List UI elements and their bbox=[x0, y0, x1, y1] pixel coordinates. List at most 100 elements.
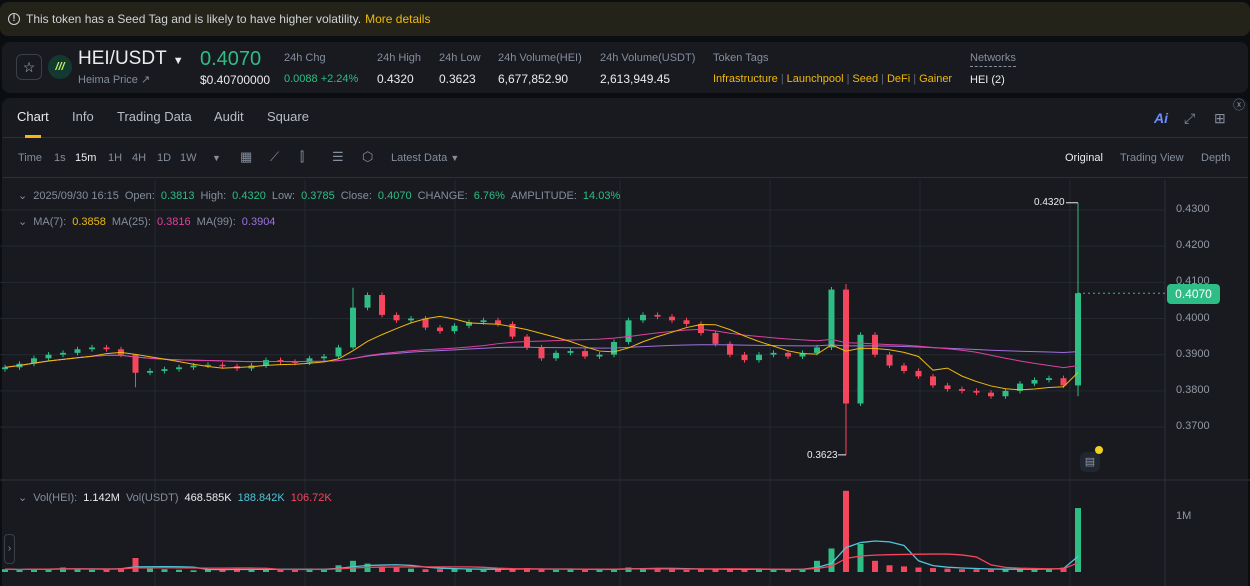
candle-body bbox=[1002, 390, 1009, 397]
latest-data-dropdown[interactable]: Latest Data ▼ bbox=[391, 152, 459, 164]
view-original[interactable]: Original bbox=[1065, 152, 1103, 164]
candle-date: 2025/09/30 16:15 bbox=[33, 190, 119, 202]
interval-15m[interactable]: 15m bbox=[75, 152, 97, 164]
calendar-icon[interactable]: ▦ bbox=[240, 149, 253, 164]
candle-body bbox=[944, 385, 951, 390]
change-value: 6.76% bbox=[473, 190, 505, 202]
volume-bar bbox=[45, 569, 52, 572]
expand-icon[interactable]: ⤢ bbox=[1184, 110, 1196, 126]
stat-label: 24h Low bbox=[439, 52, 481, 64]
volume-bar bbox=[103, 569, 110, 572]
candle-body bbox=[2, 367, 8, 370]
candle-body bbox=[451, 325, 458, 332]
volume-bar bbox=[219, 569, 226, 572]
vol-hei-value: 1.142M bbox=[83, 492, 120, 504]
tag-seed[interactable]: Seed bbox=[852, 73, 879, 85]
tab-chart[interactable]: Chart bbox=[17, 109, 49, 138]
candle-body bbox=[988, 392, 994, 397]
interval-1h[interactable]: 1H bbox=[108, 152, 123, 164]
candle-body bbox=[321, 356, 327, 359]
close-icon[interactable]: ⓧ bbox=[1233, 98, 1246, 112]
candle-body bbox=[872, 334, 878, 355]
volume-bar bbox=[408, 568, 414, 572]
interval-time[interactable]: Time bbox=[18, 152, 43, 164]
caret-down-icon: ▼ bbox=[450, 153, 460, 163]
tag-launchpool[interactable]: Launchpool bbox=[786, 73, 844, 85]
tag-infrastructure[interactable]: Infrastructure bbox=[713, 73, 778, 85]
candle-body bbox=[698, 323, 704, 333]
tab-trading-data[interactable]: Trading Data bbox=[117, 109, 192, 124]
volume-bar bbox=[959, 569, 965, 572]
volume-bar bbox=[901, 566, 907, 572]
candle-body bbox=[654, 314, 661, 317]
candle-body bbox=[277, 360, 284, 362]
stat-label: 24h High bbox=[377, 52, 422, 64]
interval-1w[interactable]: 1W bbox=[180, 152, 197, 164]
view-trading-view[interactable]: Trading View bbox=[1120, 152, 1184, 164]
volume-bar bbox=[60, 567, 66, 572]
favorite-star-icon[interactable]: ☆ bbox=[16, 54, 42, 80]
candle-body bbox=[45, 354, 52, 359]
pair-selector[interactable]: HEI/USDT ▼ bbox=[78, 48, 184, 70]
pair-name: HEI/USDT bbox=[78, 48, 167, 69]
volume-bar bbox=[2, 569, 8, 572]
expand-sidebar-handle[interactable]: › bbox=[4, 534, 15, 564]
volume-bar bbox=[1002, 569, 1009, 572]
candle-body bbox=[60, 352, 66, 355]
candle-body bbox=[132, 354, 139, 373]
indicator-chart-icon[interactable]: ⟋ bbox=[270, 149, 280, 164]
token-tags: Infrastructure | Launchpool | Seed | DeFi | Gain… bbox=[713, 73, 953, 85]
candle-body bbox=[625, 320, 632, 343]
candle-body bbox=[973, 390, 980, 393]
tab-audit[interactable]: Audit bbox=[214, 109, 244, 124]
volume-bar bbox=[277, 569, 284, 572]
candle-body bbox=[263, 360, 269, 366]
tag-defi[interactable]: DeFi bbox=[886, 73, 911, 85]
candle-body bbox=[205, 364, 211, 366]
view-depth[interactable]: Depth bbox=[1201, 152, 1231, 164]
tag-gainer[interactable]: Gainer bbox=[919, 73, 953, 85]
volume-bar bbox=[263, 569, 269, 572]
tab-info[interactable]: Info bbox=[72, 109, 94, 124]
candle-body bbox=[799, 352, 806, 357]
stat-label: 24h Chg bbox=[284, 52, 326, 64]
news-icon[interactable]: ▤ bbox=[1080, 452, 1100, 472]
volume-bar bbox=[843, 490, 849, 572]
stat-24h-volume-usdt: 2,613,949.45 bbox=[600, 72, 671, 86]
volume-bar bbox=[437, 569, 443, 572]
more-details-link[interactable]: More details bbox=[365, 12, 431, 26]
candle-body bbox=[74, 349, 81, 353]
interval-4h[interactable]: 4H bbox=[132, 152, 147, 164]
volume-bar bbox=[31, 568, 37, 572]
networks-value[interactable]: HEI (2) bbox=[970, 74, 1005, 86]
ai-button[interactable]: Ai bbox=[1154, 110, 1168, 126]
candle-body bbox=[161, 369, 168, 371]
volume-bar bbox=[973, 569, 980, 572]
candle-body bbox=[219, 364, 226, 367]
token-price-link[interactable]: Heima Price ↗ bbox=[78, 74, 151, 86]
volume-bar bbox=[712, 568, 719, 572]
stat-24h-volume-hei: 6,677,852.90 bbox=[498, 72, 569, 86]
candle-body bbox=[756, 354, 762, 361]
interval-1s[interactable]: 1s bbox=[54, 152, 66, 164]
interval-1d[interactable]: 1D bbox=[157, 152, 172, 164]
volume-bar bbox=[828, 548, 835, 572]
volume-ma1-line bbox=[4, 540, 1079, 571]
volume-bar bbox=[16, 569, 23, 572]
tab-square[interactable]: Square bbox=[267, 109, 309, 124]
volume-bar bbox=[495, 569, 501, 572]
volume-bar bbox=[393, 567, 400, 572]
candle-type-icon[interactable]: ⫿ bbox=[300, 149, 305, 164]
candle-body bbox=[843, 289, 849, 404]
volume-bar bbox=[683, 569, 690, 572]
volume-bar bbox=[205, 569, 211, 572]
settings-list-icon[interactable]: ☰ bbox=[332, 149, 344, 164]
layout-widgets-icon[interactable]: ⊞ bbox=[1214, 110, 1226, 126]
candle-body bbox=[567, 351, 574, 353]
hexagon-settings-icon[interactable]: ⬡ bbox=[362, 149, 374, 164]
volume-bar bbox=[509, 568, 516, 572]
more-intervals-caret-icon[interactable]: ▼ bbox=[212, 153, 221, 163]
open-value: 0.3813 bbox=[160, 190, 195, 202]
volume-bar bbox=[640, 568, 646, 572]
